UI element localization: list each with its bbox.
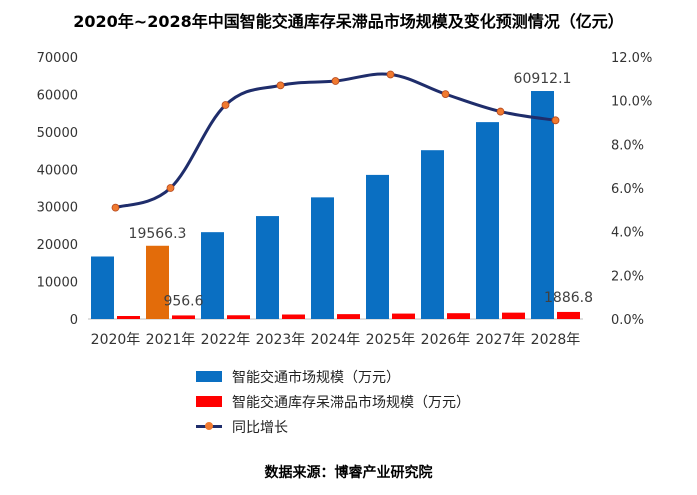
bar-inventory (227, 315, 250, 319)
y-left-tick-label: 70000 (37, 51, 78, 66)
data-label: 60912.1 (514, 71, 572, 87)
legend-swatch-inventory (196, 396, 222, 407)
y-left-tick-label: 20000 (37, 238, 78, 253)
bar-inventory (557, 311, 580, 319)
legend-item-inventory: 智能交通库存呆滞品市场规模（万元） (196, 389, 516, 414)
bar-inventory (447, 313, 470, 319)
x-tick-label: 2023年 (256, 332, 306, 348)
bar-inventory (337, 314, 360, 319)
x-tick-label: 2025年 (366, 332, 416, 348)
x-tick-label: 2026年 (421, 332, 471, 348)
y-right-tick-label: 12.0% (611, 51, 652, 66)
legend-swatch-market (196, 371, 222, 382)
bar-inventory (172, 315, 195, 319)
y-left-tick-label: 50000 (37, 126, 78, 141)
legend-label-market: 智能交通市场规模（万元） (232, 369, 400, 386)
growth-point (331, 77, 340, 85)
bar-market (201, 232, 224, 319)
bar-market (366, 174, 389, 319)
bar-market (531, 91, 554, 319)
x-tick-label: 2020年 (91, 332, 141, 348)
y-left-tick-label: 0 (70, 313, 78, 328)
bar-market (146, 245, 169, 319)
bar-market (311, 197, 334, 319)
legend-label-inventory: 智能交通库存呆滞品市场规模（万元） (232, 394, 470, 411)
growth-point (441, 90, 450, 99)
bar-market (91, 256, 114, 319)
bar-inventory (392, 313, 415, 319)
y-right-tick-label: 8.0% (611, 138, 644, 153)
legend-swatch-growth (196, 421, 222, 432)
legend-item-growth: 同比增长 (196, 414, 516, 439)
bar-inventory (502, 312, 525, 319)
data-source: 数据来源：博睿产业研究院 (264, 465, 433, 481)
growth-point (551, 116, 560, 125)
data-label: 1886.8 (544, 290, 593, 306)
legend: 智能交通市场规模（万元） 智能交通库存呆滞品市场规模（万元） 同比增长 (196, 364, 516, 439)
x-tick-label: 2021年 (146, 332, 196, 348)
bar-market (421, 150, 444, 319)
y-right-tick-label: 10.0% (611, 95, 652, 110)
bar-market (476, 122, 499, 319)
y-right-tick-label: 4.0% (611, 226, 644, 241)
legend-item-market: 智能交通市场规模（万元） (196, 364, 516, 389)
chart-title: 2020年~2028年中国智能交通库存呆滞品市场规模及变化预测情况（亿元） (73, 12, 624, 31)
x-tick-label: 2027年 (476, 332, 526, 348)
growth-point (221, 101, 230, 109)
bar-inventory (117, 316, 140, 319)
growth-point (111, 203, 120, 212)
x-tick-label: 2022年 (201, 332, 251, 348)
y-left-tick-label: 60000 (37, 88, 78, 103)
y-right-tick-label: 6.0% (611, 182, 644, 197)
y-right-tick-label: 0.0% (611, 313, 644, 328)
bar-market (256, 216, 279, 319)
x-tick-label: 2024年 (311, 332, 361, 348)
y-left-tick-label: 30000 (37, 201, 78, 216)
data-label: 956.6 (163, 293, 203, 309)
y-left-tick-label: 10000 (37, 276, 78, 291)
growth-point (386, 70, 395, 79)
data-label: 19566.3 (129, 226, 187, 242)
x-tick-label: 2028年 (531, 332, 581, 348)
y-left-tick-label: 40000 (37, 163, 78, 178)
bar-inventory (282, 314, 305, 319)
growth-point (496, 107, 505, 116)
growth-point (276, 81, 285, 90)
legend-label-growth: 同比增长 (232, 419, 288, 436)
y-right-tick-label: 2.0% (611, 269, 644, 284)
growth-point (166, 184, 175, 192)
